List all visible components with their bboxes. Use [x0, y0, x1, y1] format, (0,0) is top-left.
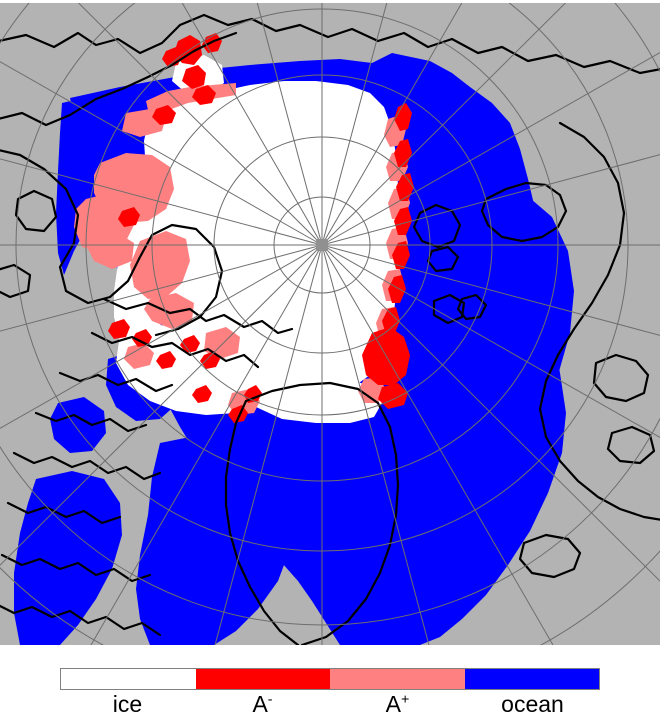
- legend-label-a-minus-sup: -: [267, 691, 273, 708]
- legend-label-ocean: ocean: [465, 691, 600, 717]
- legend: ice A- A+ ocean: [0, 660, 660, 717]
- arctic-map-svg: [0, 3, 660, 645]
- legend-label-a-minus-text: A: [252, 691, 268, 717]
- legend-labels: ice A- A+ ocean: [60, 691, 600, 717]
- legend-label-a-minus: A-: [195, 691, 330, 717]
- legend-swatch-ocean: [464, 669, 599, 689]
- graticule-layer: [0, 3, 660, 645]
- north-pole-marker: [316, 239, 328, 251]
- legend-label-ice: ice: [60, 691, 195, 717]
- legend-swatch-a-plus: [330, 669, 465, 689]
- coastline-layer: [0, 13, 660, 645]
- legend-label-ice-text: ice: [112, 691, 143, 717]
- legend-color-bar: [60, 668, 600, 690]
- legend-label-ocean-text: ocean: [501, 691, 564, 717]
- central-ice-pack: [144, 81, 400, 397]
- legend-label-a-plus-text: A: [385, 691, 401, 717]
- legend-label-a-plus: A+: [330, 691, 465, 717]
- legend-swatch-ice: [61, 669, 196, 689]
- arctic-map-panel: [0, 3, 660, 645]
- legend-swatch-a-minus: [195, 669, 330, 689]
- legend-label-a-plus-sup: +: [401, 691, 410, 708]
